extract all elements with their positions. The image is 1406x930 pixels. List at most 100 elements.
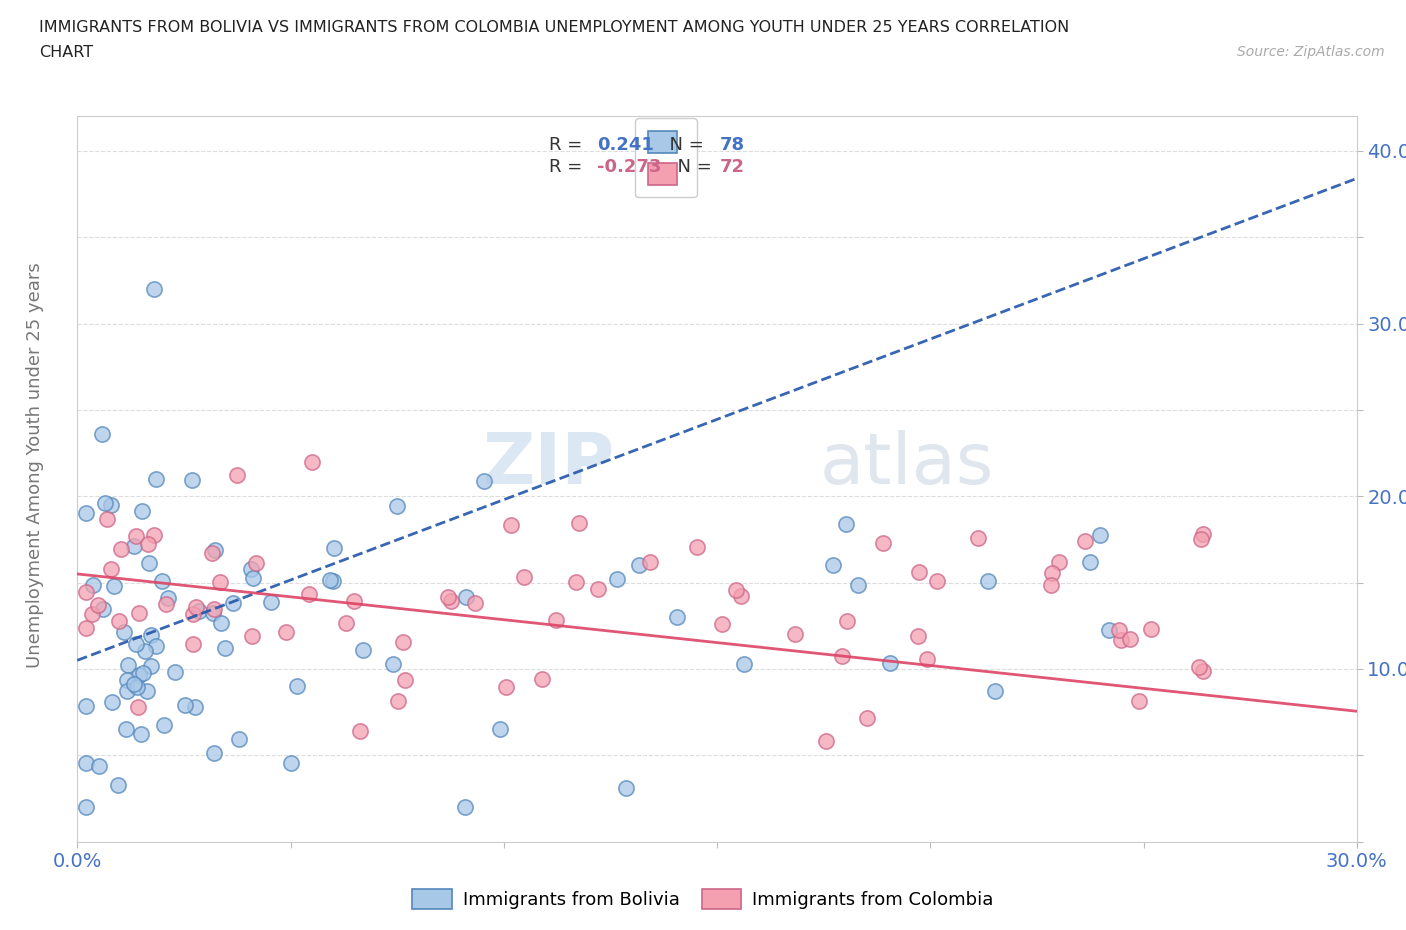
Point [387,694,409,709]
Point [135,684,157,698]
Point [834,517,856,532]
Point [488,721,510,736]
Point [245,555,267,570]
Point [1189,531,1212,546]
Point [75,621,97,636]
Point [115,672,138,687]
Point [665,610,688,625]
Point [153,718,176,733]
Point [322,574,344,589]
Point [141,658,163,673]
Point [100,498,122,513]
Point [107,613,129,628]
Point [724,582,747,597]
Point [1128,694,1150,709]
Point [75,756,97,771]
Point [86,597,108,612]
Point [454,590,477,604]
Point [1078,555,1101,570]
Point [91,602,114,617]
Text: IMMIGRANTS FROM BOLIVIA VS IMMIGRANTS FROM COLOMBIA UNEMPLOYMENT AMONG YOUTH UND: IMMIGRANTS FROM BOLIVIA VS IMMIGRANTS FR… [39,20,1070,35]
Point [94,496,117,511]
Point [117,658,139,672]
Point [848,578,870,592]
Point [280,755,302,770]
Point [150,574,173,589]
Text: atlas: atlas [820,430,994,498]
Point [1188,659,1211,674]
Point [1040,565,1063,580]
Point [382,657,405,671]
Legend: Immigrants from Bolivia, Immigrants from Colombia: Immigrants from Bolivia, Immigrants from… [405,882,1001,916]
Point [87,759,110,774]
Point [131,726,153,741]
Point [831,648,853,663]
Point [145,639,167,654]
Point [614,780,637,795]
Point [80,606,103,621]
Point [285,679,308,694]
Point [110,541,132,556]
Point [180,472,202,487]
Point [181,606,204,621]
Point [103,578,125,593]
Point [546,612,568,627]
Text: 78: 78 [720,137,745,154]
Text: R =: R = [550,158,589,176]
Point [392,635,415,650]
Point [298,586,321,601]
Text: R =: R = [550,137,589,154]
Point [132,666,155,681]
Point [322,541,344,556]
Point [274,624,297,639]
Point [75,585,97,600]
Point [967,530,990,545]
Point [586,581,609,596]
Point [472,473,495,488]
Point [1191,526,1213,541]
Text: 72: 72 [720,158,745,176]
Point [204,542,226,557]
Point [75,698,97,713]
Point [128,668,150,683]
Point [352,643,374,658]
Point [606,571,628,586]
Point [394,673,416,688]
Point [925,573,948,588]
Point [1109,633,1132,648]
Point [301,454,323,469]
Legend: , : , [636,118,696,197]
Point [454,800,477,815]
Text: Source: ZipAtlas.com: Source: ZipAtlas.com [1237,45,1385,59]
Point [165,665,187,680]
Point [115,722,138,737]
Point [82,578,104,592]
Point [155,596,177,611]
Point [240,629,263,644]
Point [173,698,195,712]
Point [856,711,879,725]
Point [628,558,651,573]
Point [202,602,225,617]
Point [122,539,145,554]
Point [499,518,522,533]
Point [437,590,460,604]
Point [319,572,342,587]
Point [145,472,167,486]
Point [181,637,204,652]
Text: 0.241: 0.241 [596,137,654,154]
Point [343,593,366,608]
Point [75,506,97,521]
Point [125,680,148,695]
Point [100,562,122,577]
Point [90,427,112,442]
Point [1040,578,1063,592]
Point [128,605,150,620]
Point [464,596,486,611]
Point [100,695,122,710]
Point [202,746,225,761]
Point [96,512,118,526]
Point [908,565,931,579]
Point [512,569,534,584]
Point [141,628,163,643]
